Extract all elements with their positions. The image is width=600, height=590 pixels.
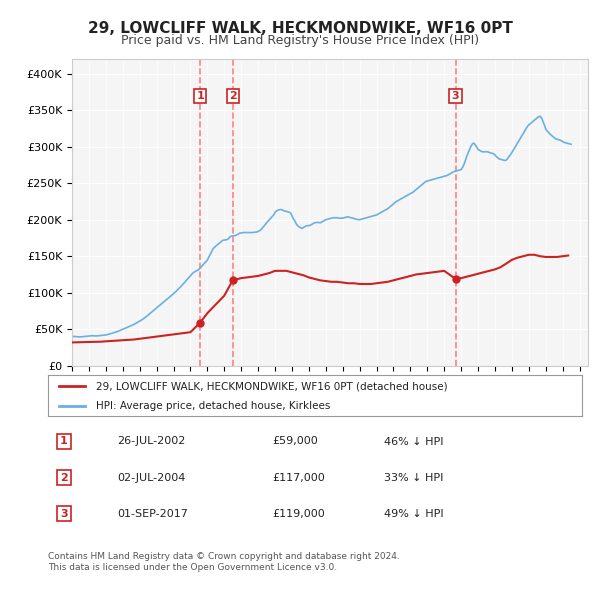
Text: 46% ↓ HPI: 46% ↓ HPI: [385, 437, 444, 447]
Text: 3: 3: [60, 509, 68, 519]
Text: 29, LOWCLIFF WALK, HECKMONDWIKE, WF16 0PT (detached house): 29, LOWCLIFF WALK, HECKMONDWIKE, WF16 0P…: [96, 381, 448, 391]
Text: Contains HM Land Registry data © Crown copyright and database right 2024.: Contains HM Land Registry data © Crown c…: [48, 552, 400, 560]
Text: 02-JUL-2004: 02-JUL-2004: [118, 473, 186, 483]
Text: 26-JUL-2002: 26-JUL-2002: [118, 437, 186, 447]
Text: Price paid vs. HM Land Registry's House Price Index (HPI): Price paid vs. HM Land Registry's House …: [121, 34, 479, 47]
Text: 49% ↓ HPI: 49% ↓ HPI: [385, 509, 444, 519]
Text: 29, LOWCLIFF WALK, HECKMONDWIKE, WF16 0PT: 29, LOWCLIFF WALK, HECKMONDWIKE, WF16 0P…: [88, 21, 512, 35]
Text: 33% ↓ HPI: 33% ↓ HPI: [385, 473, 444, 483]
Text: £117,000: £117,000: [272, 473, 325, 483]
Text: 2: 2: [60, 473, 68, 483]
Text: 2: 2: [229, 91, 236, 101]
Text: 01-SEP-2017: 01-SEP-2017: [118, 509, 188, 519]
Text: 3: 3: [452, 91, 460, 101]
Text: £59,000: £59,000: [272, 437, 318, 447]
Text: £119,000: £119,000: [272, 509, 325, 519]
Text: 1: 1: [196, 91, 204, 101]
Text: This data is licensed under the Open Government Licence v3.0.: This data is licensed under the Open Gov…: [48, 563, 337, 572]
Text: 1: 1: [60, 437, 68, 447]
Text: HPI: Average price, detached house, Kirklees: HPI: Average price, detached house, Kirk…: [96, 401, 331, 411]
